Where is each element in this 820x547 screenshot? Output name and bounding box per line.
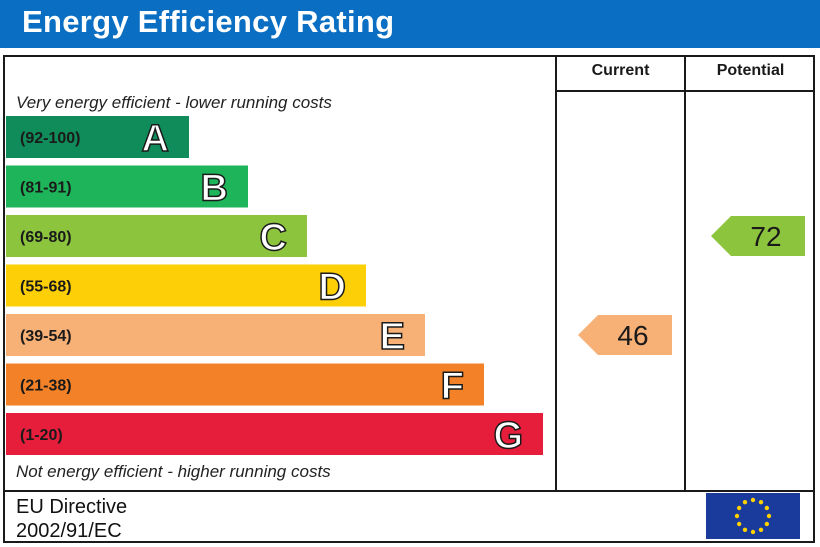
eu-star xyxy=(734,513,740,519)
eu-star xyxy=(758,499,764,505)
divider-current xyxy=(555,55,557,492)
bottom-caption: Not energy efficient - higher running co… xyxy=(16,462,331,481)
divider-potential xyxy=(684,55,686,492)
column-header-potential: Potential xyxy=(716,62,785,79)
band-letter-g: G xyxy=(493,415,523,457)
eu-star xyxy=(742,499,748,505)
band-letter-f: F xyxy=(441,366,464,408)
band-bar-e xyxy=(6,314,425,356)
band-letter-d: D xyxy=(319,267,346,309)
column-header-current: Current xyxy=(591,62,650,79)
eu-star xyxy=(750,529,756,535)
header-bar: Energy Efficiency Rating xyxy=(0,0,820,48)
potential-rating-value: 72 xyxy=(750,221,781,252)
top-caption: Very energy efficient - lower running co… xyxy=(16,93,332,112)
eu-star xyxy=(766,513,772,519)
eu-flag-icon xyxy=(706,493,800,539)
eu-directive-line1: EU Directive xyxy=(16,496,128,518)
chart-frame xyxy=(3,55,815,543)
band-bar-g xyxy=(6,413,543,455)
band-letter-a: A xyxy=(142,118,169,160)
band-range-f: (21-38) xyxy=(20,378,72,395)
eu-star xyxy=(736,521,742,527)
eu-star xyxy=(750,497,756,503)
band-bar-f xyxy=(6,363,484,406)
band-range-e: (39-54) xyxy=(20,328,72,345)
chart-title: Energy Efficiency Rating xyxy=(22,4,395,39)
eu-star xyxy=(742,527,748,533)
eu-directive-line2: 2002/91/EC xyxy=(16,520,122,542)
band-range-g: (1-20) xyxy=(20,427,63,444)
eu-directive-label: EU Directive 2002/91/EC xyxy=(16,495,127,543)
band-bar-a xyxy=(6,116,189,158)
current-rating-value: 46 xyxy=(617,320,648,351)
current-rating-arrow xyxy=(578,315,672,355)
band-range-b: (81-91) xyxy=(20,180,72,197)
band-range-c: (69-80) xyxy=(20,229,72,246)
band-letter-b: B xyxy=(201,168,228,210)
potential-rating-arrow xyxy=(711,216,805,256)
band-letter-e: E xyxy=(380,316,405,358)
band-bar-b xyxy=(6,165,248,208)
header-underline xyxy=(555,90,815,92)
band-range-a: (92-100) xyxy=(20,130,80,147)
band-range-d: (55-68) xyxy=(20,279,72,296)
eu-star xyxy=(758,527,764,533)
eu-star xyxy=(736,505,742,511)
eu-star xyxy=(764,521,770,527)
band-bar-c xyxy=(6,215,307,257)
band-letter-c: C xyxy=(260,217,287,259)
footer-divider xyxy=(3,490,815,492)
eu-star xyxy=(764,505,770,511)
band-bar-d xyxy=(6,264,366,307)
